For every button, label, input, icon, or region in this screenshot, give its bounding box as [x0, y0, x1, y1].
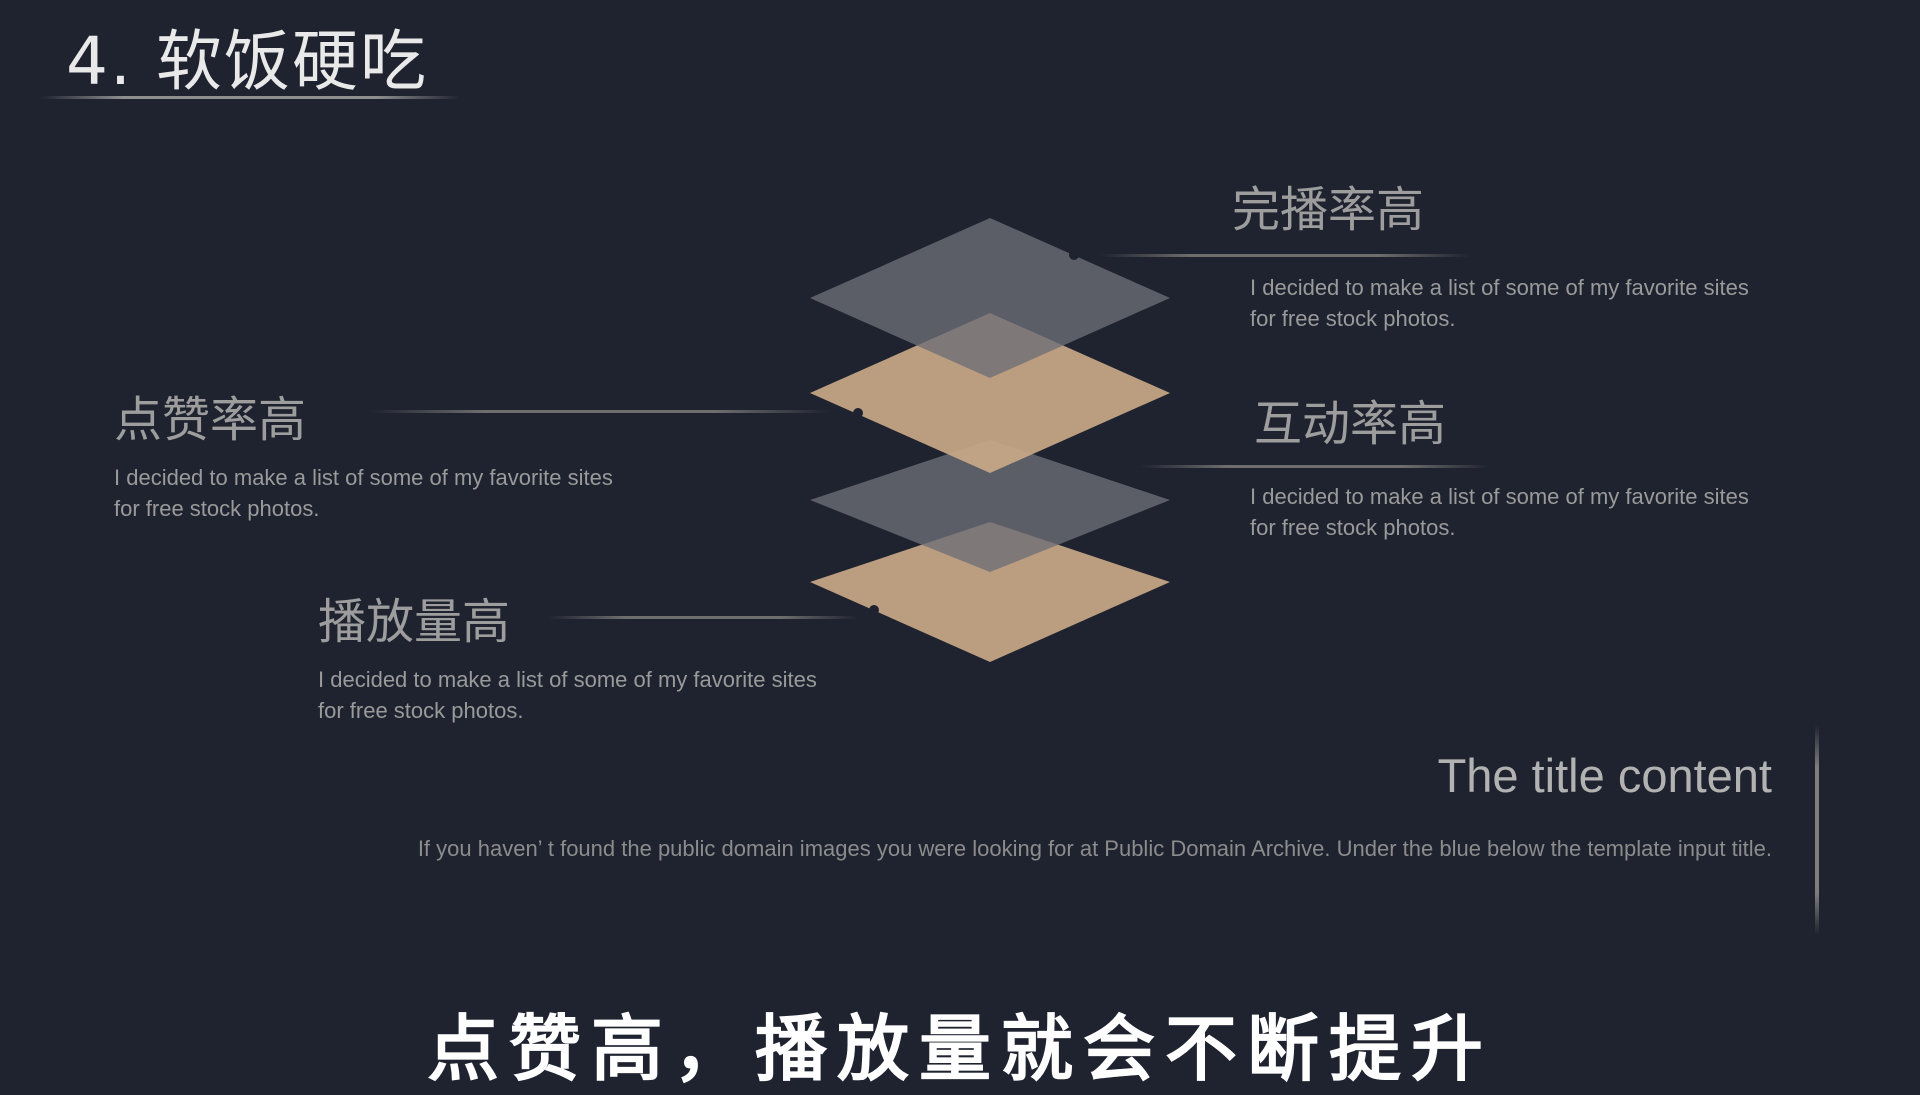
layer-gray-lower — [810, 440, 1170, 572]
slide-title: 4. 软饭硬吃 — [66, 23, 428, 100]
summary-title: The title content — [1437, 749, 1772, 802]
feature-text-line: for free stock photos. — [318, 698, 524, 723]
feature-text-likes: I decided to make a list of some of my f… — [114, 462, 613, 524]
stacked-layers-diagram — [810, 218, 1170, 662]
layer-notch — [1115, 470, 1125, 480]
layer-gray-top — [810, 218, 1170, 378]
feature-text-plays: I decided to make a list of some of my f… — [318, 664, 817, 726]
layer-notch — [1069, 250, 1079, 260]
feature-text-interaction: I decided to make a list of some of my f… — [1250, 481, 1749, 543]
leader-line-likes — [370, 410, 830, 413]
subtitle-caption: 点赞高，播放量就会不断提升 — [426, 1007, 1493, 1091]
feature-heading-completion: 完播率高 — [1232, 182, 1425, 238]
feature-text-line: I decided to make a list of some of my f… — [1250, 484, 1749, 509]
title-underline — [40, 96, 460, 99]
summary-text: If you haven’ t found the public domain … — [417, 836, 1772, 861]
feature-text-line: I decided to make a list of some of my f… — [318, 667, 817, 692]
feature-text-line: I decided to make a list of some of my f… — [114, 465, 613, 490]
feature-text-line: for free stock photos. — [1250, 515, 1456, 540]
layer-tan-bottom — [810, 522, 1170, 662]
layer-tan-upper — [810, 313, 1170, 473]
feature-heading-likes: 点赞率高 — [114, 392, 307, 448]
layer-notch — [869, 605, 879, 615]
feature-heading-plays: 播放量高 — [318, 594, 511, 650]
leader-line-plays — [548, 616, 858, 619]
feature-text-line: for free stock photos. — [114, 496, 320, 521]
feature-heading-interaction: 互动率高 — [1254, 396, 1447, 452]
layer-notch — [853, 408, 863, 418]
feature-text-line: for free stock photos. — [1250, 306, 1456, 331]
leader-line-completion — [1100, 254, 1470, 257]
feature-text-completion: I decided to make a list of some of my f… — [1250, 272, 1749, 334]
summary-vertical-rule — [1815, 725, 1819, 935]
leader-line-interaction — [1140, 465, 1490, 468]
feature-text-line: I decided to make a list of some of my f… — [1250, 275, 1749, 300]
